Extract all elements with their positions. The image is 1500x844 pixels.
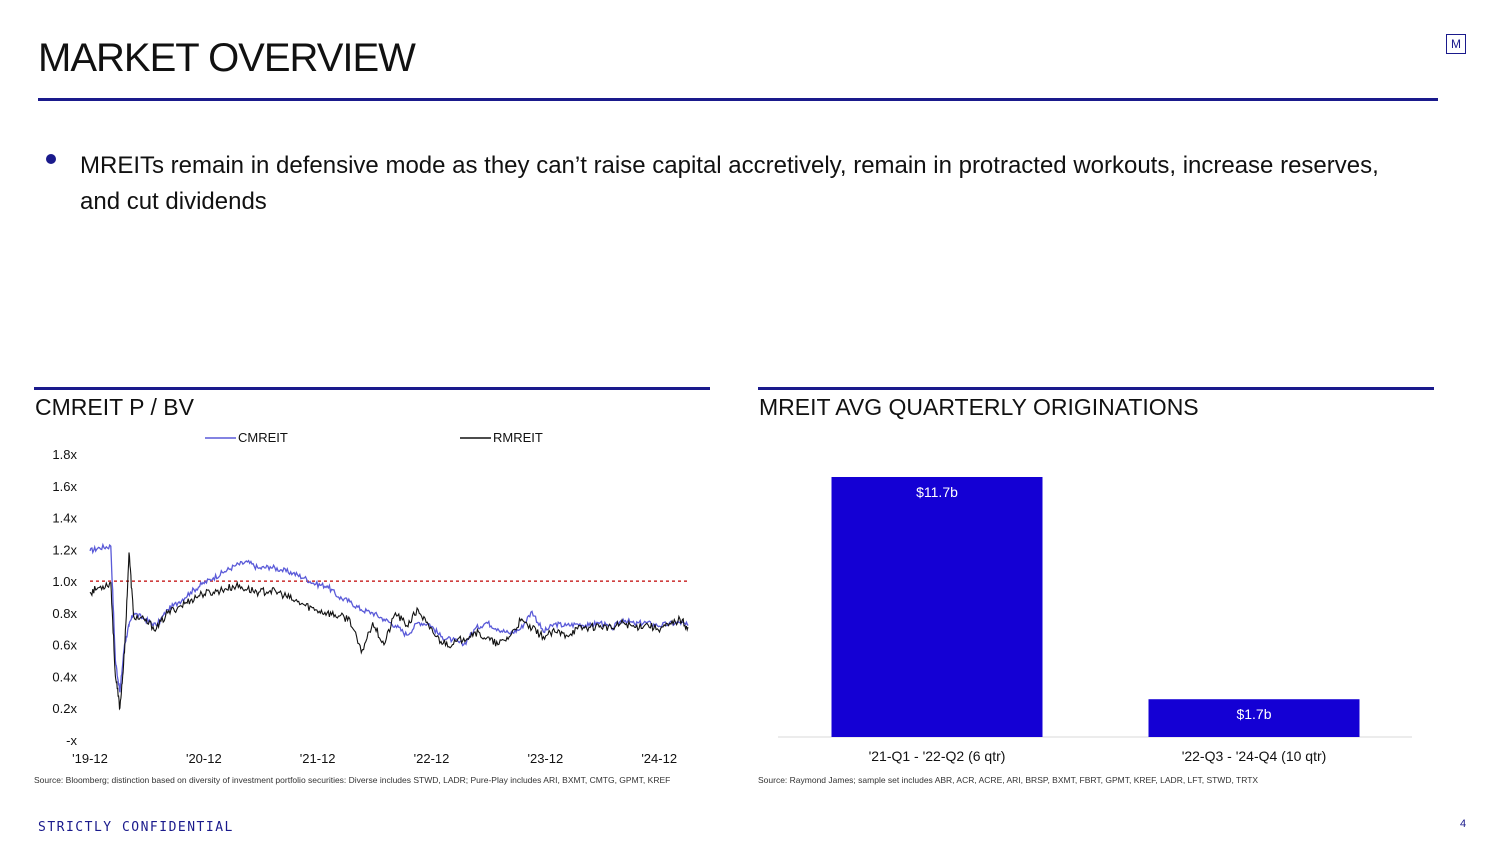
series-line-rmreit bbox=[89, 552, 689, 711]
y-tick-label: 1.2x bbox=[52, 542, 77, 557]
x-tick-label: '23-12 bbox=[527, 751, 563, 766]
y-tick-label: 0.4x bbox=[52, 669, 77, 684]
y-tick-label: 0.2x bbox=[52, 701, 77, 716]
bar-category-label: '21-Q1 - '22-Q2 (6 qtr) bbox=[869, 748, 1006, 764]
legend-label-cmreit: CMREIT bbox=[238, 430, 288, 445]
y-tick-label: 0.6x bbox=[52, 638, 77, 653]
bullet-dot-icon bbox=[46, 154, 56, 164]
y-tick-label: 1.0x bbox=[52, 574, 77, 589]
right-panel-divider bbox=[758, 387, 1434, 390]
x-tick-label: '19-12 bbox=[72, 751, 108, 766]
y-tick-label: 1.4x bbox=[52, 511, 77, 526]
y-tick-label: 1.8x bbox=[52, 447, 77, 462]
right-source-note: Source: Raymond James; sample set includ… bbox=[758, 775, 1259, 785]
bar-category-label: '22-Q3 - '24-Q4 (10 qtr) bbox=[1182, 748, 1327, 764]
left-source-note: Source: Bloomberg; distinction based on … bbox=[34, 775, 671, 785]
page-number: 4 bbox=[1460, 818, 1467, 830]
series-line-cmreit bbox=[89, 542, 689, 693]
confidentiality-label: STRICTLY CONFIDENTIAL bbox=[38, 820, 234, 835]
bar-data-label: $11.7b bbox=[916, 484, 958, 500]
originations-bar-chart: $11.7b '21-Q1 - '22-Q2 (6 qtr) $1.7b '22-Q3… bbox=[778, 477, 1412, 764]
bar-1 bbox=[831, 477, 1043, 737]
right-panel-title: MREIT AVG QUARTERLY ORIGINATIONS bbox=[759, 394, 1199, 420]
bullet-text: MREITs remain in defensive mode as they … bbox=[80, 152, 1379, 215]
y-tick-label: 1.6x bbox=[52, 479, 77, 494]
pbv-line-chart: CMREIT RMREIT -x 0.2x 0.4x 0.6x 0.8x 1.0x 1.2x… bbox=[52, 430, 689, 766]
left-panel-title: CMREIT P / BV bbox=[35, 394, 194, 420]
x-tick-label: '22-12 bbox=[414, 751, 450, 766]
y-tick-label: 0.8x bbox=[52, 606, 77, 621]
legend-label-rmreit: RMREIT bbox=[493, 430, 543, 445]
title-divider bbox=[38, 98, 1438, 101]
y-tick-label: -x bbox=[66, 733, 77, 748]
x-tick-label: '24-12 bbox=[641, 751, 677, 766]
x-tick-label: '20-12 bbox=[186, 751, 222, 766]
page-title: MARKET OVERVIEW bbox=[38, 36, 416, 80]
x-tick-label: '21-12 bbox=[300, 751, 336, 766]
left-panel-divider bbox=[34, 387, 710, 390]
brand-logo-icon: M bbox=[1446, 34, 1466, 54]
bar-2 bbox=[1148, 699, 1360, 737]
bar-data-label: $1.7b bbox=[1236, 706, 1271, 722]
